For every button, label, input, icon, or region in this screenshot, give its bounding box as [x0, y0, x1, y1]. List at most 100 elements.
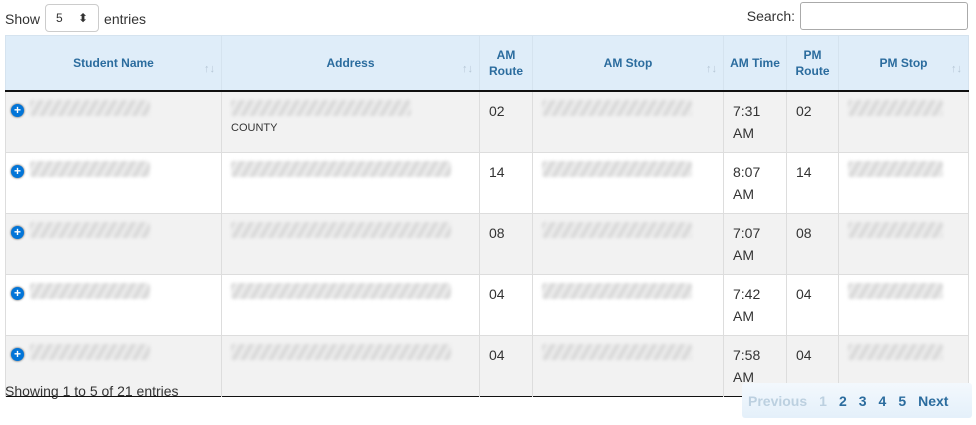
- cell-pm-stop: [838, 91, 969, 153]
- cell-address: [221, 274, 480, 336]
- cell-pm-route: 04: [786, 274, 839, 336]
- search: Search:: [747, 2, 968, 30]
- table-row: + 04 7:58 AM 04: [5, 335, 969, 397]
- sort-icon: ↑↓: [706, 63, 717, 75]
- cell-am-route: 04: [479, 274, 533, 336]
- redacted-text: [848, 283, 943, 299]
- cell-address: [221, 152, 480, 214]
- students-table: Student Name ↑↓ Address ↑↓ AM Route AM Sto…: [5, 35, 969, 397]
- redacted-text: [231, 344, 451, 360]
- cell-am-stop: [532, 152, 724, 214]
- redacted-text: [542, 222, 692, 238]
- redacted-text: [30, 100, 150, 116]
- expand-icon[interactable]: +: [11, 226, 24, 239]
- redacted-text: [848, 161, 943, 177]
- table-row: + COUNTY 02 7:31 AM 02: [5, 91, 969, 153]
- page-5-button[interactable]: 5: [898, 392, 907, 409]
- page-3-button[interactable]: 3: [858, 392, 867, 409]
- cell-am-time: 7:42 AM: [723, 274, 787, 336]
- cell-address: COUNTY: [221, 91, 480, 153]
- col-am-stop[interactable]: AM Stop ↑↓: [532, 35, 724, 92]
- address-partial: COUNTY: [231, 122, 278, 134]
- cell-am-route: 02: [479, 91, 533, 153]
- header-label: PM Stop: [879, 55, 928, 70]
- redacted-text: [542, 283, 692, 299]
- search-label: Search:: [746, 8, 795, 24]
- header-label: Student Name: [73, 55, 154, 70]
- cell-address: [221, 335, 480, 397]
- header-label: AM Time: [730, 55, 780, 70]
- cell-student-name: +: [5, 152, 222, 214]
- expand-icon[interactable]: +: [11, 104, 24, 117]
- search-input[interactable]: [800, 2, 968, 30]
- table-controls: Show 5 ⬍ entries Search:: [0, 0, 976, 34]
- cell-am-route: 14: [479, 152, 533, 214]
- pagination: Previous 1 2 3 4 5 Next: [742, 383, 972, 418]
- entries-label: entries: [104, 11, 147, 27]
- redacted-text: [542, 100, 692, 116]
- cell-address: [221, 213, 480, 275]
- redacted-text: [231, 100, 411, 116]
- redacted-text: [542, 161, 692, 177]
- cell-am-route: 04: [479, 335, 533, 397]
- redacted-text: [542, 344, 692, 360]
- redacted-text: [231, 222, 451, 238]
- cell-am-time: 8:07 AM: [723, 152, 787, 214]
- redacted-text: [848, 100, 943, 116]
- sort-icon: ↑↓: [951, 63, 962, 75]
- cell-am-stop: [532, 91, 724, 153]
- page-1-button[interactable]: 1: [819, 392, 827, 409]
- page-4-button[interactable]: 4: [878, 392, 887, 409]
- redacted-text: [848, 222, 943, 238]
- cell-am-stop: [532, 274, 724, 336]
- show-label: Show: [5, 11, 41, 27]
- redacted-text: [848, 344, 943, 360]
- header-label: AM Route: [489, 47, 523, 78]
- cell-student-name: +: [5, 274, 222, 336]
- redacted-text: [30, 344, 150, 360]
- page-length-select[interactable]: 5 ⬍: [45, 4, 100, 32]
- table-row: + 08 7:07 AM 08: [5, 213, 969, 275]
- cell-am-stop: [532, 213, 724, 275]
- cell-pm-stop: [838, 213, 969, 275]
- header-label: Address: [326, 55, 375, 70]
- updown-icon: ⬍: [77, 11, 89, 25]
- cell-am-stop: [532, 335, 724, 397]
- expand-icon[interactable]: +: [11, 287, 24, 300]
- col-pm-stop[interactable]: PM Stop ↑↓: [838, 35, 969, 92]
- page-length-value: 5: [56, 11, 63, 25]
- sort-icon: ↑↓: [462, 63, 473, 75]
- page-length: Show 5 ⬍ entries: [5, 4, 147, 32]
- redacted-text: [30, 161, 150, 177]
- redacted-text: [30, 222, 150, 238]
- previous-button[interactable]: Previous: [748, 392, 808, 409]
- expand-icon[interactable]: +: [11, 165, 24, 178]
- col-pm-route[interactable]: PM Route: [786, 35, 839, 92]
- sort-icon: ↑↓: [204, 63, 215, 75]
- page-2-button[interactable]: 2: [838, 392, 847, 409]
- redacted-text: [30, 283, 150, 299]
- table-row: + 04 7:42 AM 04: [5, 274, 969, 336]
- cell-pm-route: 08: [786, 213, 839, 275]
- cell-pm-route: 02: [786, 91, 839, 153]
- cell-pm-route: 14: [786, 152, 839, 214]
- header-label: AM Stop: [603, 55, 653, 70]
- col-am-time[interactable]: AM Time: [723, 35, 787, 92]
- cell-student-name: +: [5, 91, 222, 153]
- col-address[interactable]: Address ↑↓: [221, 35, 480, 92]
- expand-icon[interactable]: +: [11, 348, 24, 361]
- cell-pm-stop: [838, 152, 969, 214]
- table-row: + 14 8:07 AM 14: [5, 152, 969, 214]
- table-info: Showing 1 to 5 of 21 entries: [5, 383, 179, 399]
- cell-am-route: 08: [479, 213, 533, 275]
- next-button[interactable]: Next: [918, 392, 949, 409]
- cell-am-time: 7:07 AM: [723, 213, 787, 275]
- header-label: PM Route: [795, 47, 830, 78]
- cell-student-name: +: [5, 335, 222, 397]
- col-am-route[interactable]: AM Route: [479, 35, 533, 92]
- cell-pm-stop: [838, 274, 969, 336]
- cell-am-time: 7:31 AM: [723, 91, 787, 153]
- cell-student-name: +: [5, 213, 222, 275]
- redacted-text: [231, 283, 451, 299]
- col-student-name[interactable]: Student Name ↑↓: [5, 35, 222, 92]
